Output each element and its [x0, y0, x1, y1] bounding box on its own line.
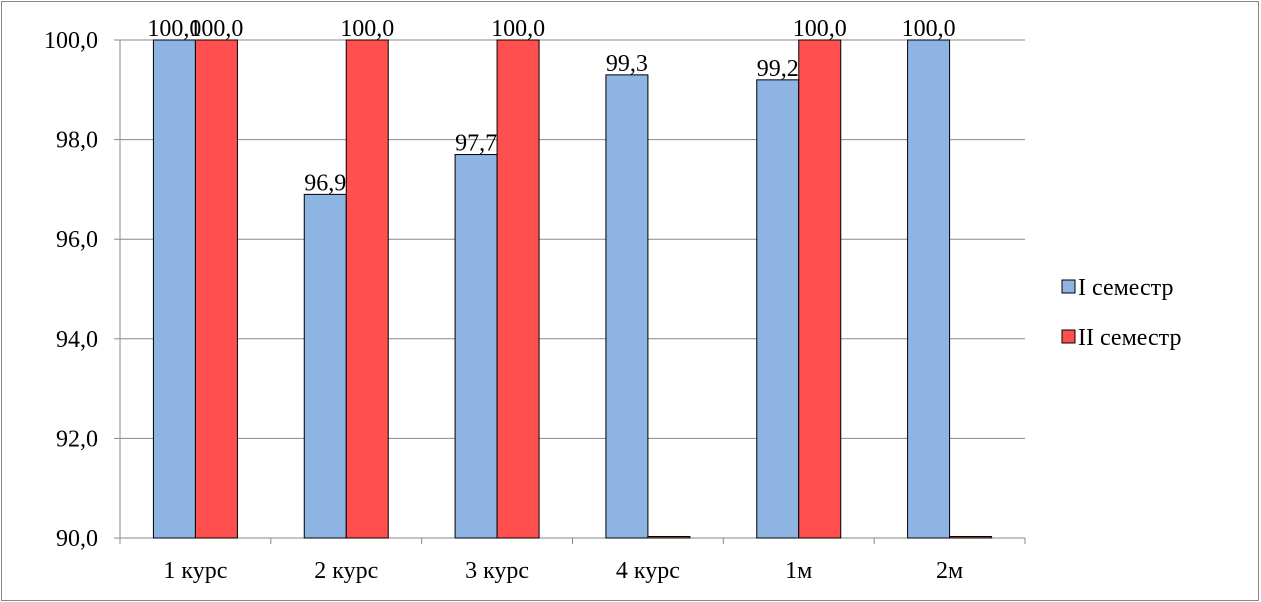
value-label: 99,2 [757, 56, 799, 82]
bar [152, 39, 196, 539]
value-label: 100,0 [793, 16, 847, 42]
bar [949, 536, 993, 539]
x-tick-label: 1 курс [163, 558, 227, 584]
bar [605, 74, 649, 539]
value-label: 99,3 [606, 51, 648, 77]
value-label: 96,9 [304, 170, 346, 196]
y-tick-label: 90,0 [56, 526, 98, 552]
bar [496, 39, 540, 539]
y-tick-label: 94,0 [56, 327, 98, 353]
bar [345, 39, 389, 539]
value-label: 100,0 [340, 16, 394, 42]
value-label: 100,0 [189, 16, 243, 42]
legend-swatch [1061, 329, 1076, 344]
bar [194, 39, 238, 539]
y-tick-label: 100,0 [44, 28, 98, 54]
bar [907, 39, 951, 539]
bar [454, 154, 498, 539]
value-label: 100,0 [491, 16, 545, 42]
x-tick-label: 2м [936, 558, 963, 584]
legend-label: I семестр [1078, 275, 1173, 301]
value-label: 100,0 [902, 16, 956, 42]
x-tick-label: 2 курс [314, 558, 378, 584]
bar [756, 79, 800, 539]
legend-swatch [1061, 279, 1076, 294]
bar [303, 193, 347, 539]
y-tick-label: 92,0 [56, 426, 98, 452]
y-tick-label: 98,0 [56, 128, 98, 154]
value-label: 97,7 [455, 131, 497, 157]
legend-label: II семестр [1078, 325, 1181, 351]
x-tick-label: 4 курс [616, 558, 680, 584]
bar [647, 536, 691, 539]
value-label: 100,0 [147, 16, 201, 42]
y-tick-label: 96,0 [56, 227, 98, 253]
x-tick-label: 1м [785, 558, 812, 584]
bar [798, 39, 842, 539]
x-tick-label: 3 курс [465, 558, 529, 584]
